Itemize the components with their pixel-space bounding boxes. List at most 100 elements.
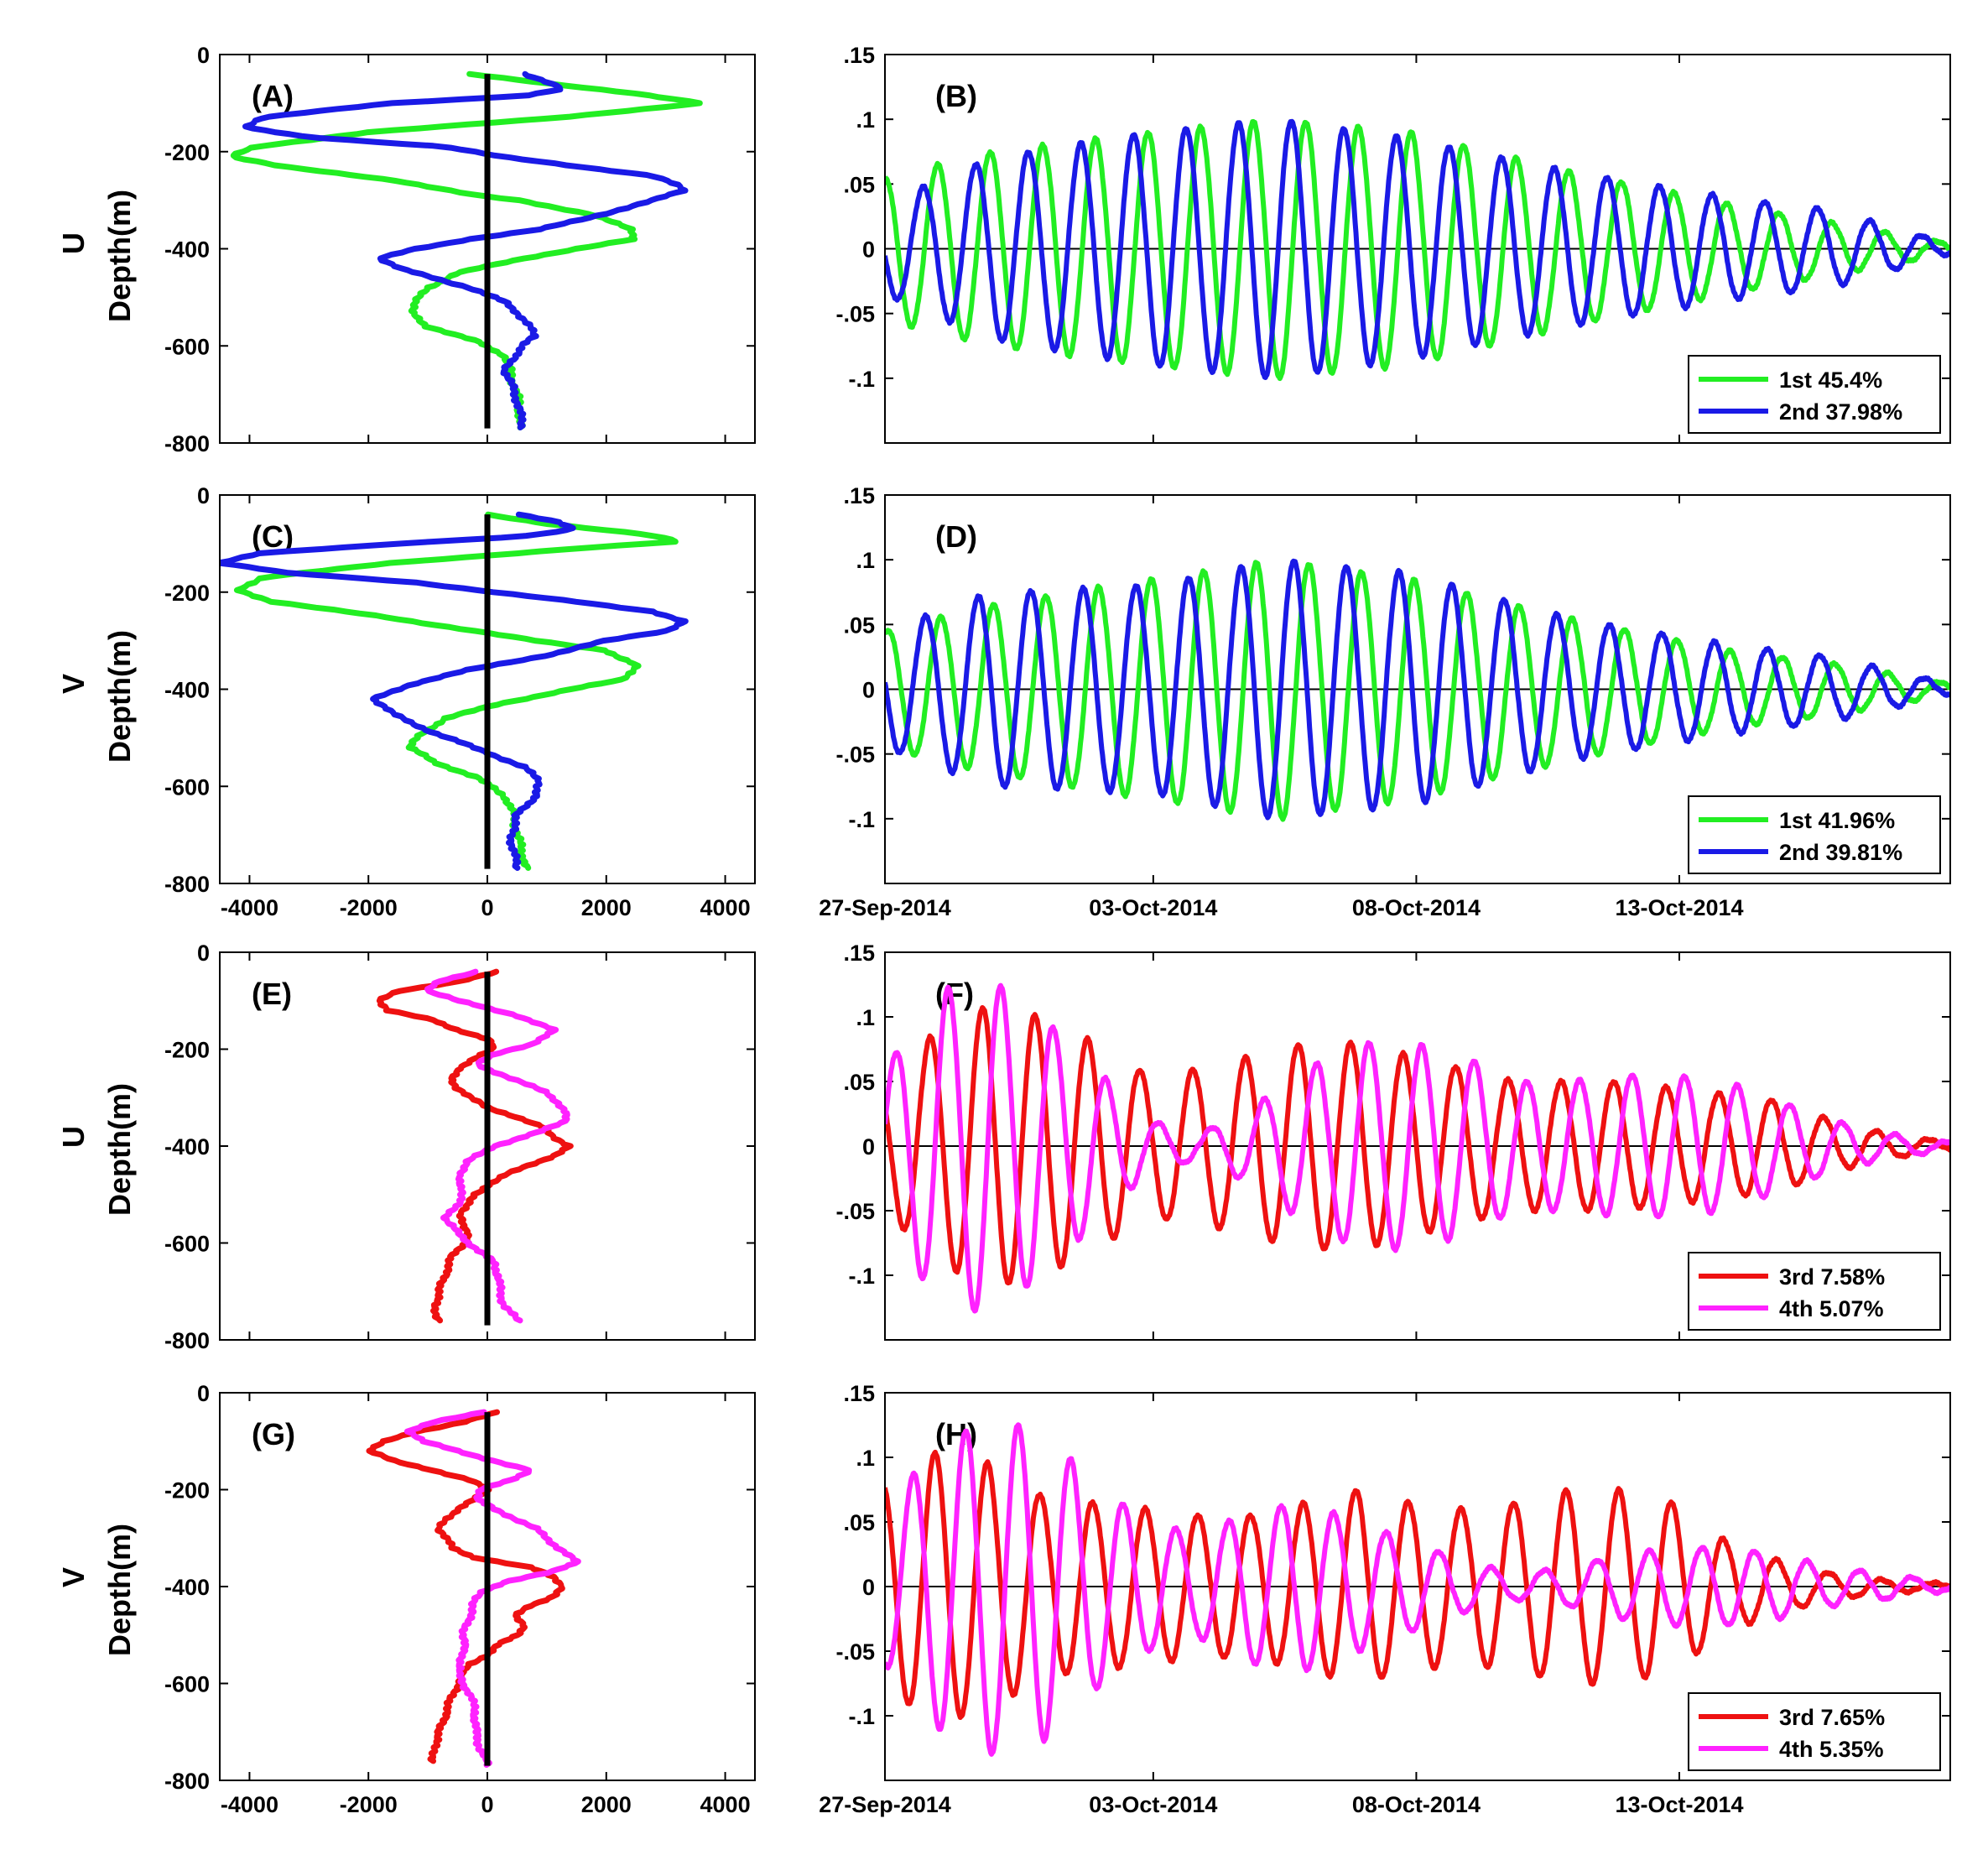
panel-label: (C) [252, 519, 294, 554]
y-tick-label: -400 [164, 237, 210, 263]
axes-frame [884, 54, 1951, 444]
plot-area [366, 1409, 581, 1768]
legend-entry: 3rd 7.65% [1779, 1705, 1885, 1730]
legend-box [1688, 355, 1941, 434]
x-tick-label: 03-Oct-2014 [1089, 1792, 1217, 1817]
plot-area [376, 968, 574, 1326]
plot-area [885, 558, 1950, 822]
y-tick-label: .05 [843, 1070, 875, 1095]
row-label-component-3: U [56, 1126, 91, 1148]
y-tick-label: .1 [856, 1005, 875, 1030]
row-labels: U Depth(m) V Depth(m) U Depth(m) V Depth… [56, 190, 137, 1656]
x-tick-label: -4000 [221, 1792, 278, 1817]
panel-c: 0 -200 -400 -600 -800 -4000 -2000 0 2000 4000 (C) [164, 483, 756, 920]
y-tick-label: .15 [843, 1381, 875, 1406]
profile-line-3rd [376, 968, 574, 1324]
y-tick-label: 0 [197, 1381, 210, 1406]
legend-box [1688, 795, 1941, 874]
y-tick-label: -600 [164, 1232, 210, 1257]
y-tick-label: -800 [164, 872, 210, 897]
plot-area [230, 70, 703, 430]
x-tick-label: 03-Oct-2014 [1089, 895, 1217, 920]
panel-label: (A) [252, 79, 294, 113]
plot-area [885, 118, 1950, 382]
panel-label: (D) [935, 519, 977, 554]
y-tick-label: -400 [164, 1134, 210, 1160]
y-tick-label: 0 [862, 1134, 875, 1160]
profile-line-3rd [366, 1409, 565, 1764]
legend: 1st 41.96% 2nd 39.81% [1688, 795, 1941, 874]
panel-g: 0 -200 -400 -600 -800 -4000 -2000 0 2000 4000 (G) [164, 1381, 756, 1817]
timeseries-line-3rd [885, 1449, 1950, 1720]
plot-area [885, 982, 1950, 1314]
y-tick-label: -800 [164, 1328, 210, 1353]
timeseries-line-4th [885, 982, 1950, 1314]
x-tick-label: 2000 [581, 1792, 632, 1817]
row-label-depth-2: Depth(m) [102, 630, 137, 763]
y-tick-label: 0 [862, 678, 875, 703]
y-tick-label: -200 [164, 1038, 210, 1063]
x-tick-label: 2000 [581, 895, 632, 920]
y-tick-label: -.1 [848, 367, 875, 392]
row-label-component-2: V [56, 674, 91, 694]
panel-e: 0 -200 -400 -600 -800 (E) [164, 941, 756, 1353]
y-tick-label: 0 [197, 43, 210, 68]
axes-frame [219, 54, 756, 444]
axes-frame [219, 494, 756, 884]
timeseries-line-4th [885, 1422, 1950, 1757]
y-tick-label: .15 [843, 483, 875, 508]
panels: 0 -200 -400 -600 -800 (A) .15 .1 .05 0 -.05 -.1 (B) 1… [164, 43, 1951, 1817]
y-tick-label: -.05 [835, 302, 875, 327]
legend-entry: 4th 5.07% [1779, 1296, 1884, 1321]
y-tick-label: -.05 [835, 743, 875, 768]
y-tick-label: -.1 [848, 1704, 875, 1729]
y-tick-label: 0 [197, 483, 210, 508]
timeseries-line-2nd [885, 118, 1950, 380]
panel-a: 0 -200 -400 -600 -800 (A) [164, 43, 756, 456]
profile-line-1st [230, 70, 703, 430]
axes-frame [884, 1392, 1951, 1781]
panel-h: .15 .1 .05 0 -.05 -.1 27-Sep-2014 03-Oct-2014 08… [819, 1381, 1951, 1817]
y-tick-label: .05 [843, 1510, 875, 1535]
y-tick-label: -200 [164, 140, 210, 165]
row-label-depth-3: Depth(m) [102, 1083, 137, 1216]
y-tick-label: -600 [164, 774, 210, 800]
y-tick-label: .05 [843, 612, 875, 638]
x-tick-label: 08-Oct-2014 [1352, 1792, 1481, 1817]
legend: 3rd 7.65% 4th 5.35% [1688, 1692, 1941, 1771]
legend-entry: 4th 5.35% [1779, 1737, 1884, 1762]
y-tick-label: -.1 [848, 807, 875, 832]
y-tick-label: -200 [164, 1478, 210, 1503]
x-tick-label: 0 [481, 895, 493, 920]
y-tick-label: -800 [164, 1769, 210, 1794]
y-tick-label: -600 [164, 1672, 210, 1697]
x-tick-label: 0 [481, 1792, 493, 1817]
axes-frame [884, 494, 1951, 884]
y-tick-label: -600 [164, 334, 210, 359]
panel-f: .15.1.050-.05-.1(F)3rd 7.58%4th 5.07% [835, 941, 1951, 1341]
row-label-depth-1: Depth(m) [102, 190, 137, 322]
y-tick-label: .1 [856, 107, 875, 133]
plot-area [885, 1422, 1950, 1757]
legend-entry: 1st 45.4% [1779, 367, 1882, 393]
row-label-component-4: V [56, 1567, 91, 1587]
axes-frame [219, 1392, 756, 1781]
legend-box [1688, 1692, 1941, 1771]
axes-frame [884, 951, 1951, 1341]
x-tick-label: 4000 [700, 1792, 751, 1817]
y-tick-label: -.05 [835, 1639, 875, 1665]
x-tick-label: 4000 [700, 895, 751, 920]
panel-label: (G) [252, 1417, 295, 1451]
panel-d: .15 .1 .05 0 -.05 -.1 27-Sep-2014 03-Oct-2014 08… [819, 483, 1951, 920]
legend-box [1688, 1252, 1941, 1331]
x-tick-label: 08-Oct-2014 [1352, 895, 1481, 920]
y-tick-label: -800 [164, 431, 210, 456]
x-tick-label: -4000 [221, 895, 278, 920]
y-tick-label: .05 [843, 172, 875, 197]
y-tick-label: .1 [856, 1446, 875, 1471]
profile-line-4th [424, 968, 570, 1324]
legend-entry: 3rd 7.58% [1779, 1264, 1885, 1290]
y-tick-label: -400 [164, 678, 210, 703]
x-tick-label: 27-Sep-2014 [819, 1792, 951, 1817]
x-tick-label: -2000 [340, 895, 398, 920]
